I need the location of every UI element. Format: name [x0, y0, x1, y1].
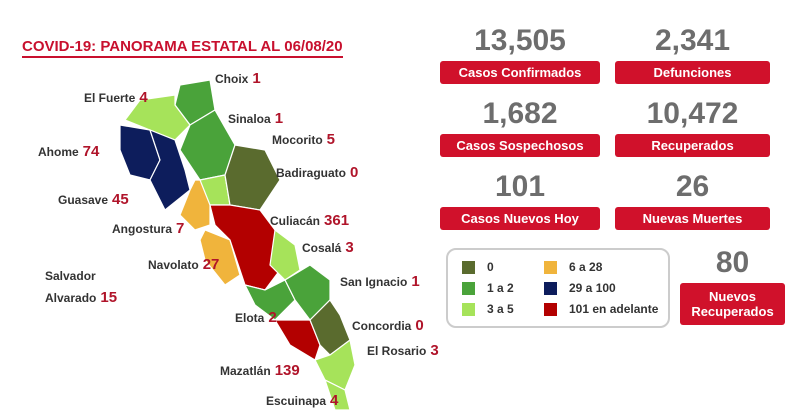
legend-swatch: [544, 281, 557, 295]
municipality-value: 45: [112, 191, 129, 208]
municipality-name: Guasave: [58, 193, 109, 207]
legend-label: 101 en adelante: [569, 302, 659, 316]
municipality-label: Cosalá 3: [302, 239, 354, 256]
stat-label: Nuevas Muertes: [615, 207, 770, 230]
stat-label: Casos Nuevos Hoy: [440, 207, 600, 230]
municipality-name: Culiacán: [270, 214, 321, 228]
legend-item: 0: [462, 260, 494, 274]
municipality-value: 3: [430, 342, 439, 359]
municipality-label: Sinaloa 1: [228, 110, 283, 127]
stat-label: Casos Sospechosos: [440, 134, 600, 157]
legend-item: 29 a 100: [544, 281, 616, 295]
municipality-label: Mazatlán 139: [220, 362, 300, 379]
municipality-value: 0: [415, 317, 424, 334]
municipality-value: 5: [326, 131, 336, 148]
municipality-value: 27: [202, 256, 220, 273]
municipality-value: 1: [274, 110, 284, 127]
legend-item: 1 a 2: [462, 281, 514, 295]
municipality-label: Concordia 0: [352, 317, 424, 334]
municipality-label: Navolato 27: [148, 256, 219, 273]
region: [323, 378, 351, 411]
municipality-label: Angostura 7: [112, 220, 184, 237]
legend-swatch: [462, 281, 475, 295]
legend-label: 3 a 5: [487, 302, 514, 316]
municipality-value: 7: [176, 220, 185, 237]
municipality-name: Ahome: [38, 145, 79, 159]
municipality-value: 74: [82, 143, 100, 160]
municipality-label: Choix 1: [215, 70, 261, 87]
municipality-name: Navolato: [148, 258, 199, 272]
municipality-value: 1: [252, 70, 261, 87]
stat-label: Nuevos Recuperados: [680, 283, 785, 325]
legend-swatch: [544, 260, 557, 274]
legend-item: 3 a 5: [462, 302, 514, 316]
region: [149, 128, 191, 211]
municipality-value: 3: [345, 239, 354, 256]
municipality-name: Concordia: [352, 319, 412, 333]
municipality-value: 4: [139, 89, 148, 106]
municipality-label: San Ignacio 1: [340, 273, 420, 290]
stat-value: 26: [675, 170, 710, 203]
municipality-label: Elota 2: [235, 309, 277, 326]
municipality-name: Mocorito: [272, 133, 323, 147]
municipality-name: El Rosario: [367, 344, 427, 358]
region: [124, 94, 191, 141]
legend-item: 6 a 28: [544, 260, 602, 274]
municipality-label: Guasave 45: [58, 191, 129, 208]
municipality-label: Mocorito 5: [272, 131, 335, 148]
region: [224, 144, 281, 211]
stat-value: 101: [494, 170, 546, 203]
municipality-name: Sinaloa: [228, 112, 271, 126]
municipality-name: Mazatlán: [220, 364, 271, 378]
municipality-value: 15: [100, 289, 118, 306]
municipality-name: San Ignacio: [340, 275, 408, 289]
stat-value: 80: [715, 246, 750, 279]
municipality-name: Badiraguato: [276, 166, 347, 180]
municipality-value: 0: [350, 164, 359, 181]
legend-swatch: [462, 302, 475, 316]
municipality-name: Escuinapa: [266, 394, 327, 408]
municipality-label: Salvador Alvarado 15: [45, 265, 125, 309]
municipality-value: 1: [411, 273, 420, 290]
municipality-name: El Fuerte: [84, 91, 136, 105]
municipality-label: Ahome 74: [38, 143, 99, 160]
title: COVID-19: PANORAMA ESTATAL AL 06/08/20: [22, 38, 343, 58]
municipality-value: 139: [274, 362, 300, 379]
municipality-label: El Fuerte 4: [84, 89, 148, 106]
municipality-name: Choix: [215, 72, 249, 86]
municipality-name: Angostura: [112, 222, 172, 236]
legend-label: 29 a 100: [569, 281, 616, 295]
region: [179, 179, 211, 231]
stat-label: Recuperados: [615, 134, 770, 157]
municipality-label: Badiraguato 0: [276, 164, 358, 181]
stat-value: 1,682: [482, 97, 558, 130]
legend-label: 1 a 2: [487, 281, 514, 295]
municipality-name: Salvador Alvarado: [45, 269, 97, 305]
stat-value: 2,341: [654, 24, 731, 57]
municipality-label: Escuinapa 4: [266, 392, 338, 409]
stat-label: Defunciones: [615, 61, 770, 84]
municipality-name: Elota: [235, 311, 265, 325]
municipality-value: 2: [268, 309, 277, 326]
legend: 0 1 a 2 3 a 5 6 a 28 29 a 100 101 en adelante: [446, 248, 670, 328]
stat-value: 13,505: [474, 24, 566, 57]
municipality-value: 361: [324, 212, 350, 229]
municipality-value: 4: [330, 392, 339, 409]
legend-label: 0: [487, 260, 494, 274]
legend-label: 6 a 28: [569, 260, 603, 274]
region: [273, 319, 321, 361]
municipality-name: Cosalá: [302, 241, 342, 255]
municipality-label: Culiacán 361: [270, 212, 349, 229]
legend-item: 101 en adelante: [544, 302, 658, 316]
legend-swatch: [462, 260, 475, 274]
stat-label: Casos Confirmados: [440, 61, 600, 84]
stat-value: 10,472: [646, 97, 739, 130]
municipality-label: El Rosario 3: [367, 342, 439, 359]
legend-swatch: [544, 302, 557, 316]
